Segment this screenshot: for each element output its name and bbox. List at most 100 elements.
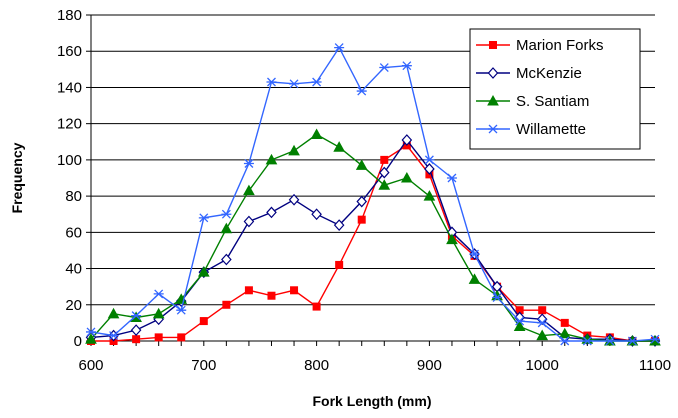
data-point-marion-forks — [312, 302, 321, 311]
data-point-marion-forks — [154, 333, 163, 342]
data-point-marion-forks — [290, 286, 299, 295]
data-point-s-santiam — [536, 329, 549, 341]
legend-label: Willamette — [516, 121, 586, 138]
data-point-willamette — [379, 63, 390, 72]
data-point-willamette — [311, 77, 322, 87]
data-point-s-santiam — [152, 307, 165, 319]
data-point-willamette — [537, 318, 548, 328]
data-point-willamette — [582, 336, 593, 346]
y-tick-label: 80 — [65, 188, 82, 205]
y-tick-label: 60 — [65, 224, 82, 241]
data-point-mckenzie — [221, 253, 232, 266]
data-point-marion-forks — [244, 286, 253, 295]
series-willamette — [86, 43, 660, 346]
legend-marker — [487, 94, 499, 106]
data-point-s-santiam — [423, 190, 436, 201]
y-tick-label: 140 — [57, 79, 82, 96]
legend-label: McKenzie — [516, 65, 582, 82]
legend-marker — [489, 41, 497, 49]
legend: Marion Forks McKenzie S. Santiam Willamette — [469, 28, 641, 150]
data-point-s-santiam — [355, 159, 368, 170]
data-point-mckenzie — [266, 206, 277, 219]
data-point-marion-forks — [132, 335, 141, 344]
data-point-s-santiam — [243, 184, 255, 196]
data-point-willamette — [221, 209, 232, 219]
x-tick-label: 900 — [417, 357, 442, 374]
data-point-marion-forks — [222, 300, 231, 309]
series-marion-forks — [87, 141, 659, 345]
data-point-willamette — [198, 213, 209, 223]
legend-item-mckenzie: McKenzie — [476, 65, 582, 82]
data-point-marion-forks — [335, 260, 344, 269]
legend-label: S. Santiam — [516, 93, 589, 110]
legend-item-s-santiam: S. Santiam — [476, 93, 589, 110]
x-tick-label: 1100 — [639, 357, 671, 374]
series-line-s-santiam — [90, 133, 655, 342]
data-point-mckenzie — [356, 195, 368, 208]
data-point-marion-forks — [177, 333, 186, 342]
data-point-s-santiam — [265, 153, 278, 165]
data-point-s-santiam — [288, 144, 300, 156]
data-point-marion-forks — [199, 317, 208, 326]
data-point-s-santiam — [378, 179, 391, 190]
y-axis-title: Frequency — [9, 142, 25, 213]
data-point-mckenzie — [333, 219, 345, 231]
y-tick-label: 100 — [57, 152, 82, 169]
gridlines — [91, 14, 655, 306]
data-point-marion-forks — [380, 155, 389, 164]
y-tick-label: 0 — [74, 333, 82, 350]
data-point-s-santiam — [85, 333, 97, 344]
legend-item-willamette: Willamette — [476, 121, 586, 138]
y-tick-label: 40 — [65, 261, 82, 278]
legend-label: Marion Forks — [516, 37, 604, 54]
data-point-s-santiam — [468, 273, 481, 284]
data-point-mckenzie — [130, 324, 142, 337]
data-point-s-santiam — [197, 266, 210, 277]
series-layer — [85, 43, 661, 347]
data-point-s-santiam — [513, 320, 526, 332]
data-point-s-santiam — [310, 128, 323, 140]
data-point-mckenzie — [311, 208, 322, 221]
data-point-willamette — [492, 293, 503, 302]
data-point-willamette — [108, 331, 119, 341]
data-point-willamette — [559, 336, 570, 346]
data-point-s-santiam — [649, 334, 661, 346]
legend-marker — [488, 124, 498, 134]
data-point-mckenzie — [243, 215, 255, 228]
x-tick-label: 600 — [78, 357, 103, 374]
data-point-marion-forks — [538, 306, 547, 315]
data-point-willamette — [650, 334, 660, 344]
x-tick-label: 800 — [304, 357, 329, 374]
data-point-mckenzie — [424, 163, 435, 175]
data-point-mckenzie — [401, 134, 413, 146]
data-point-marion-forks — [267, 291, 276, 300]
data-point-willamette — [334, 43, 345, 53]
data-point-marion-forks — [560, 318, 569, 327]
y-tick-label: 180 — [57, 7, 82, 24]
series-line-mckenzie — [90, 138, 655, 342]
series-mckenzie — [85, 134, 661, 347]
x-axis-title: Fork Length (mm) — [313, 393, 432, 409]
x-tick-label: 700 — [191, 357, 216, 374]
data-point-willamette — [131, 311, 142, 321]
data-point-willamette — [86, 327, 96, 337]
legend-marker — [487, 67, 499, 79]
data-point-s-santiam — [220, 222, 233, 234]
data-point-willamette — [401, 61, 412, 71]
series-s-santiam — [85, 128, 661, 346]
data-point-willamette — [446, 173, 457, 183]
data-point-willamette — [266, 77, 277, 87]
data-point-willamette — [289, 79, 300, 89]
data-point-s-santiam — [446, 233, 458, 245]
y-tick-label: 120 — [57, 116, 82, 133]
data-point-willamette — [514, 316, 525, 326]
x-tick-label: 1000 — [526, 357, 559, 374]
data-point-s-santiam — [107, 307, 120, 319]
data-point-s-santiam — [333, 141, 346, 152]
data-point-willamette — [469, 249, 480, 259]
data-point-willamette — [424, 155, 435, 165]
data-point-s-santiam — [558, 327, 571, 339]
data-point-willamette — [627, 336, 638, 346]
legend-item-marion-forks: Marion Forks — [476, 37, 604, 54]
